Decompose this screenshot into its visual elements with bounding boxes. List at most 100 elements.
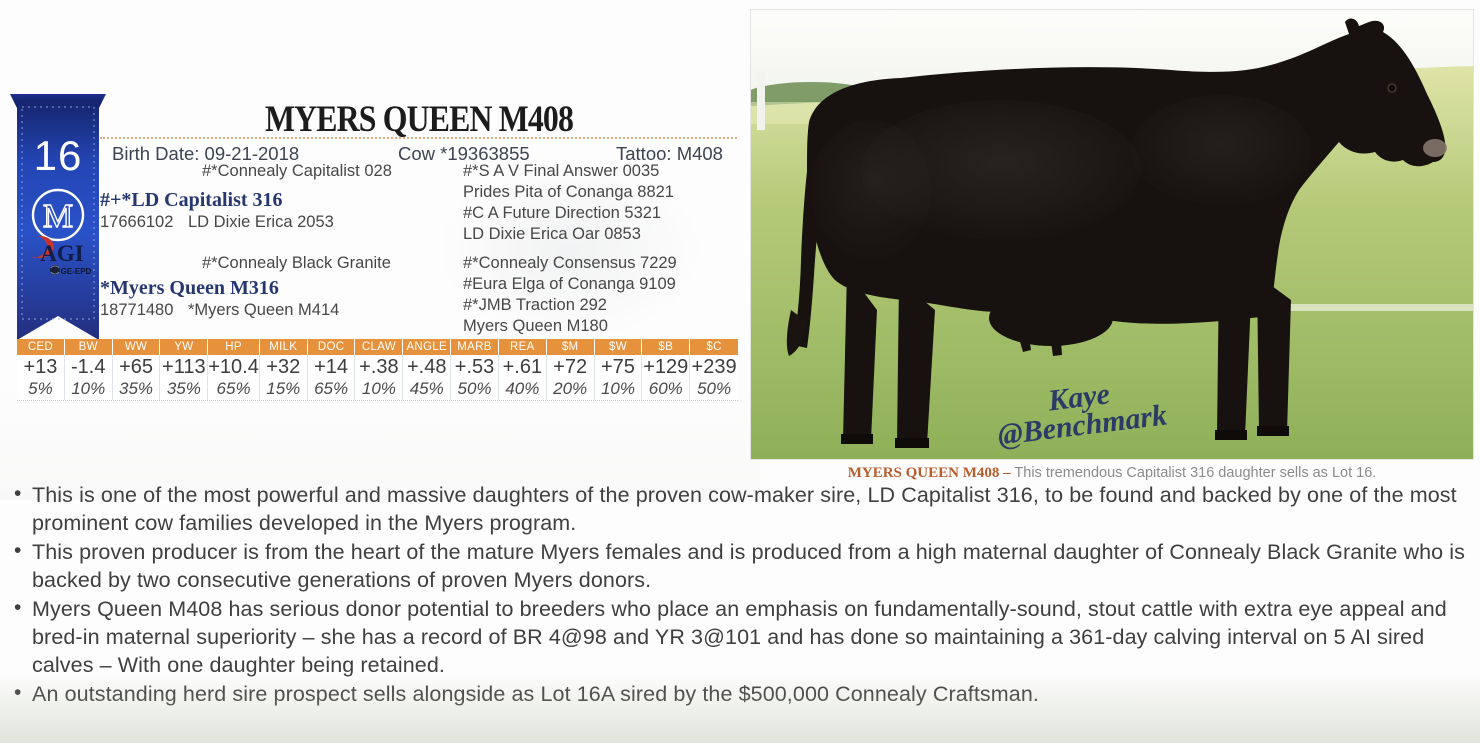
epd-header-cell: DOC (307, 339, 356, 355)
epd-percentile-cell: 65% (208, 379, 260, 400)
epd-column: MARB +.53 50% (451, 339, 499, 400)
sire-ggdam1: Prides Pita of Conanga 8821 (463, 183, 674, 201)
epd-percentile-cell: 50% (451, 379, 499, 400)
dam-ggdam2: Myers Queen M180 (463, 317, 608, 335)
muzzle (1423, 139, 1447, 157)
epd-column: ANGLE +.48 45% (403, 339, 452, 400)
epd-percentile-cell: 50% (697, 379, 732, 398)
sire-grandsire: #*Connealy Capitalist 028 (202, 162, 392, 180)
page-title: MYERS QUEEN M408 (265, 99, 574, 140)
epd-table: CED +13 5% BW -1.4 10% WW +65 35% YW +113 35% HP +10.… (17, 339, 738, 401)
tattoo-label: Tattoo: (616, 143, 677, 164)
photo-caption-text: This tremendous Capitalist 316 daughter … (1010, 465, 1377, 481)
cow-photo: Kaye @Benchmark (741, 10, 1480, 459)
tattoo-value: M408 (676, 143, 723, 164)
bullet-item: Myers Queen M408 has serious donor poten… (10, 594, 1468, 680)
epd-percentile-cell: 40% (499, 379, 547, 400)
birth-date: Birth Date: 09-21-2018 (112, 143, 299, 165)
epd-column: HP +10.4 65% (208, 339, 260, 400)
epd-percentile-cell: 35% (160, 379, 209, 400)
epd-column: $C +239 50% (690, 339, 738, 400)
epd-value-cell: +72 (547, 355, 595, 379)
epd-header-cell: ANGLE (403, 339, 452, 355)
dam-reg: 18771480 (100, 301, 174, 319)
epd-value-cell: +13 (17, 355, 65, 379)
epd-header-cell: WW (112, 339, 161, 355)
epd-value-cell: +.53 (451, 355, 499, 379)
birth-date-value: 09-21-2018 (204, 143, 300, 164)
epd-percentile-cell: 10% (595, 379, 643, 400)
epd-value-cell: +14 (308, 355, 356, 379)
epd-percentile-cell: 45% (403, 379, 452, 400)
agi-logo-icon: AGI GE-EPD (32, 235, 92, 276)
bullet-list: This is one of the most powerful and mas… (10, 480, 1468, 708)
epd-column: MILK +32 15% (259, 339, 308, 400)
epd-header-cell: MILK (259, 339, 308, 355)
tattoo: Tattoo: M408 (616, 143, 723, 165)
title-divider (100, 137, 737, 139)
lot-number: 16 (33, 132, 83, 179)
epd-header-cell: REA (498, 339, 547, 355)
sire-ggsire1: #*S A V Final Answer 0035 (463, 162, 660, 180)
svg-text:Kaye: Kaye (1045, 377, 1111, 417)
sire-ggdam2: LD Dixie Erica Oar 0853 (463, 225, 641, 243)
birth-date-label: Birth Date: (112, 143, 205, 164)
epd-value-cell: +.48 (403, 355, 452, 379)
dam-grandsire: #*Connealy Black Granite (202, 254, 391, 272)
dam-granddam: *Myers Queen M414 (188, 301, 340, 319)
fence-post (757, 72, 765, 130)
epd-value-cell: +75 (595, 355, 643, 379)
sire-name: #+*LD Capitalist 316 (100, 189, 283, 211)
epd-percentile-cell: 10% (65, 379, 113, 400)
epd-header-cell: MARB (451, 339, 499, 355)
svg-text:M: M (43, 198, 73, 235)
epd-percentile-cell: 5% (17, 379, 65, 400)
dam-ggsire2: #*JMB Traction 292 (463, 296, 607, 314)
cow-photo-scene: Kaye @Benchmark (741, 10, 1480, 459)
sire-reg-row: 17666102 LD Dixie Erica 2053 (100, 213, 334, 232)
epd-percentile-cell: 15% (260, 379, 308, 400)
epd-column: REA +.61 40% (498, 339, 547, 400)
epd-column: WW +65 35% (112, 339, 161, 400)
epd-percentile-cell: 35% (113, 379, 161, 400)
epd-column: $M +72 20% (546, 339, 595, 400)
sex-registration: Cow *19363855 (398, 143, 530, 164)
epd-column: YW +113 35% (160, 339, 209, 400)
svg-text:GE-EPD: GE-EPD (61, 267, 92, 276)
epd-column: CED +13 5% (17, 339, 65, 400)
epd-value-cell: +129 (643, 355, 691, 379)
photo-caption-name: MYERS QUEEN M408 – (847, 465, 1011, 481)
epd-header-cell: YW (160, 339, 209, 355)
bullet-item: This proven producer is from the heart o… (10, 537, 1468, 595)
epd-column: $W +75 10% (594, 339, 643, 400)
epd-header-cell: CLAW (355, 339, 404, 355)
epd-value-cell: +239 (691, 356, 737, 378)
epd-value-cell: +32 (260, 355, 308, 379)
epd-percentile-cell: 60% (642, 379, 691, 400)
epd-header-cell: BW (64, 339, 113, 355)
bullet-item: This is one of the most powerful and mas… (10, 480, 1468, 538)
bullet-item: An outstanding herd sire prospect sells … (10, 679, 1468, 708)
epd-column: $B +129 60% (642, 339, 691, 400)
epd-value-cell: -1.4 (65, 355, 113, 379)
epd-header-cell: $M (546, 339, 595, 355)
epd-header-cell: $W (594, 339, 643, 355)
epd-header-cell: $C (690, 339, 738, 355)
epd-header-cell: CED (17, 339, 65, 355)
cow-silhouette (786, 18, 1447, 448)
sire-ggsire2: #C A Future Direction 5321 (463, 204, 662, 222)
epd-percentile-cell: 20% (547, 379, 595, 400)
epd-value-cell: +113 (160, 355, 209, 379)
epd-value-cell: +.38 (355, 355, 404, 379)
myers-circle-m-icon: M (31, 188, 85, 242)
ribbon-graphic: M AGI GE-EPD (10, 94, 106, 340)
epd-header-cell: $B (642, 339, 691, 355)
epd-header-cell: HP (208, 339, 260, 355)
dam-ggdam1: #Eura Elga of Conanga 9109 (463, 275, 676, 293)
bottom-fade (0, 673, 1480, 743)
photo-caption: MYERS QUEEN M408 – This tremendous Capit… (751, 464, 1473, 482)
fence-board (1151, 304, 1473, 311)
svg-text:AGI: AGI (40, 241, 84, 266)
eye (1387, 83, 1397, 93)
epd-percentile-cell: 65% (308, 379, 356, 400)
